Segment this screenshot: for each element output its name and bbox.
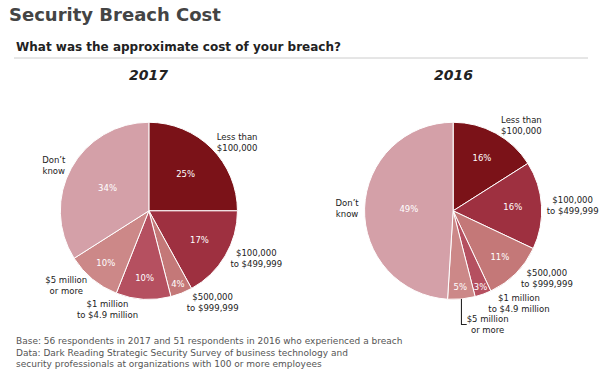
svg-text:$500,000to $999,999: $500,000to $999,999 xyxy=(187,292,239,313)
svg-text:Less than$100,000: Less than$100,000 xyxy=(217,132,258,153)
svg-text:25%: 25% xyxy=(176,169,195,179)
svg-text:$5 millionor more: $5 millionor more xyxy=(45,275,87,296)
svg-text:34%: 34% xyxy=(98,183,117,193)
svg-text:$100,000to $499,999: $100,000to $499,999 xyxy=(230,248,282,269)
svg-text:$100,000to $499,999: $100,000to $499,999 xyxy=(547,195,599,216)
svg-text:49%: 49% xyxy=(399,204,418,214)
svg-text:2017: 2017 xyxy=(129,67,168,83)
svg-text:$1 millionto $4.9 million: $1 millionto $4.9 million xyxy=(488,293,549,314)
svg-text:10%: 10% xyxy=(135,273,154,283)
svg-text:5%: 5% xyxy=(454,282,467,292)
svg-text:16%: 16% xyxy=(472,153,491,163)
svg-text:Security Breach Cost: Security Breach Cost xyxy=(9,4,221,25)
svg-text:10%: 10% xyxy=(96,258,115,268)
svg-text:$1 millionto $4.9 million: $1 millionto $4.9 million xyxy=(77,299,138,320)
svg-text:16%: 16% xyxy=(503,202,522,212)
svg-text:$5 millionor more: $5 millionor more xyxy=(467,314,509,335)
svg-text:11%: 11% xyxy=(490,252,509,262)
svg-text:Less than$100,000: Less than$100,000 xyxy=(501,115,542,136)
svg-text:2016: 2016 xyxy=(434,67,473,83)
svg-text:Don’tknow: Don’tknow xyxy=(42,155,66,176)
svg-text:17%: 17% xyxy=(190,235,209,245)
svg-text:Don’tknow: Don’tknow xyxy=(335,198,359,219)
svg-text:4%: 4% xyxy=(171,279,184,289)
svg-text:$500,000to $999,999: $500,000to $999,999 xyxy=(521,268,573,289)
svg-text:What was the approximate cost: What was the approximate cost of your br… xyxy=(16,40,341,54)
svg-text:3%: 3% xyxy=(474,282,487,292)
svg-text:Base: 56 respondents in 2017 a: Base: 56 respondents in 2017 and 51 resp… xyxy=(16,336,402,369)
